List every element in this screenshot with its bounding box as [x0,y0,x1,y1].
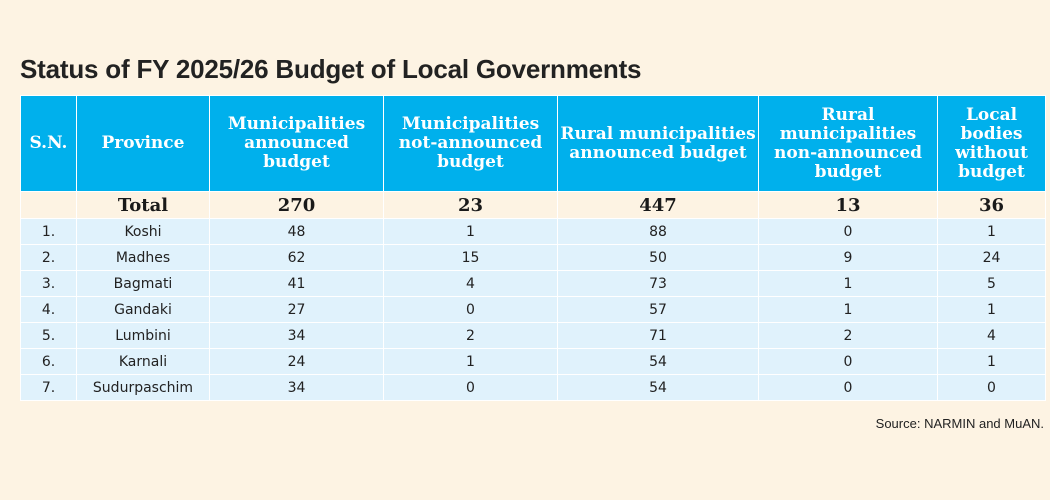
sn-cell: 4. [20,296,77,323]
header-province: Province [76,95,210,192]
value-cell: 1 [937,218,1046,245]
value-cell: 73 [557,270,759,297]
budget-status-table: S.N. Province Municipalities announced b… [20,95,1046,401]
total-label: Total [76,191,210,219]
value-cell: 4 [937,322,1046,349]
value-cell: 0 [383,374,558,401]
source-note: Source: NARMIN and MuAN. [875,416,1044,431]
value-cell: 41 [209,270,384,297]
province-cell: Lumbini [76,322,210,349]
total-value: 23 [383,191,558,219]
table-row: 7. Sudurpaschim 34 0 54 0 0 [20,374,1046,401]
value-cell: 0 [758,218,938,245]
value-cell: 5 [937,270,1046,297]
page-title: Status of FY 2025/26 Budget of Local Gov… [20,54,642,84]
total-value: 447 [557,191,759,219]
value-cell: 54 [557,374,759,401]
header-sn: S.N. [20,95,77,192]
header-rural-non-announced: Rural municipalities non-announced budge… [758,95,938,192]
total-value: 13 [758,191,938,219]
table-row: 1. Koshi 48 1 88 0 1 [20,218,1046,245]
table-row: 4. Gandaki 27 0 57 1 1 [20,296,1046,323]
total-sn-cell [20,191,77,219]
value-cell: 0 [758,348,938,375]
total-row: Total 270 23 447 13 36 [20,191,1046,219]
province-cell: Koshi [76,218,210,245]
value-cell: 1 [383,218,558,245]
value-cell: 0 [758,374,938,401]
value-cell: 27 [209,296,384,323]
value-cell: 15 [383,244,558,271]
province-cell: Gandaki [76,296,210,323]
value-cell: 54 [557,348,759,375]
value-cell: 34 [209,322,384,349]
value-cell: 34 [209,374,384,401]
sn-cell: 7. [20,374,77,401]
table-row: 5. Lumbini 34 2 71 2 4 [20,322,1046,349]
total-value: 36 [937,191,1046,219]
sn-cell: 6. [20,348,77,375]
province-cell: Bagmati [76,270,210,297]
header-rural-announced: Rural municipalities announced budget [557,95,759,192]
sn-cell: 5. [20,322,77,349]
value-cell: 1 [937,296,1046,323]
value-cell: 62 [209,244,384,271]
table-row: 3. Bagmati 41 4 73 1 5 [20,270,1046,297]
table-header-row: S.N. Province Municipalities announced b… [20,95,1046,192]
province-cell: Madhes [76,244,210,271]
value-cell: 1 [758,270,938,297]
province-cell: Karnali [76,348,210,375]
header-municipalities-not-announced: Municipalities not-announced budget [383,95,558,192]
province-cell: Sudurpaschim [76,374,210,401]
value-cell: 4 [383,270,558,297]
value-cell: 88 [557,218,759,245]
table-row: 6. Karnali 24 1 54 0 1 [20,348,1046,375]
value-cell: 2 [758,322,938,349]
sn-cell: 1. [20,218,77,245]
total-value: 270 [209,191,384,219]
value-cell: 1 [758,296,938,323]
value-cell: 0 [383,296,558,323]
value-cell: 71 [557,322,759,349]
value-cell: 1 [383,348,558,375]
header-without-budget: Local bodies without budget [937,95,1046,192]
value-cell: 1 [937,348,1046,375]
table-row: 2. Madhes 62 15 50 9 24 [20,244,1046,271]
value-cell: 9 [758,244,938,271]
value-cell: 24 [937,244,1046,271]
sn-cell: 3. [20,270,77,297]
sn-cell: 2. [20,244,77,271]
value-cell: 48 [209,218,384,245]
value-cell: 24 [209,348,384,375]
header-municipalities-announced: Municipalities announced budget [209,95,384,192]
value-cell: 2 [383,322,558,349]
value-cell: 0 [937,374,1046,401]
value-cell: 50 [557,244,759,271]
value-cell: 57 [557,296,759,323]
